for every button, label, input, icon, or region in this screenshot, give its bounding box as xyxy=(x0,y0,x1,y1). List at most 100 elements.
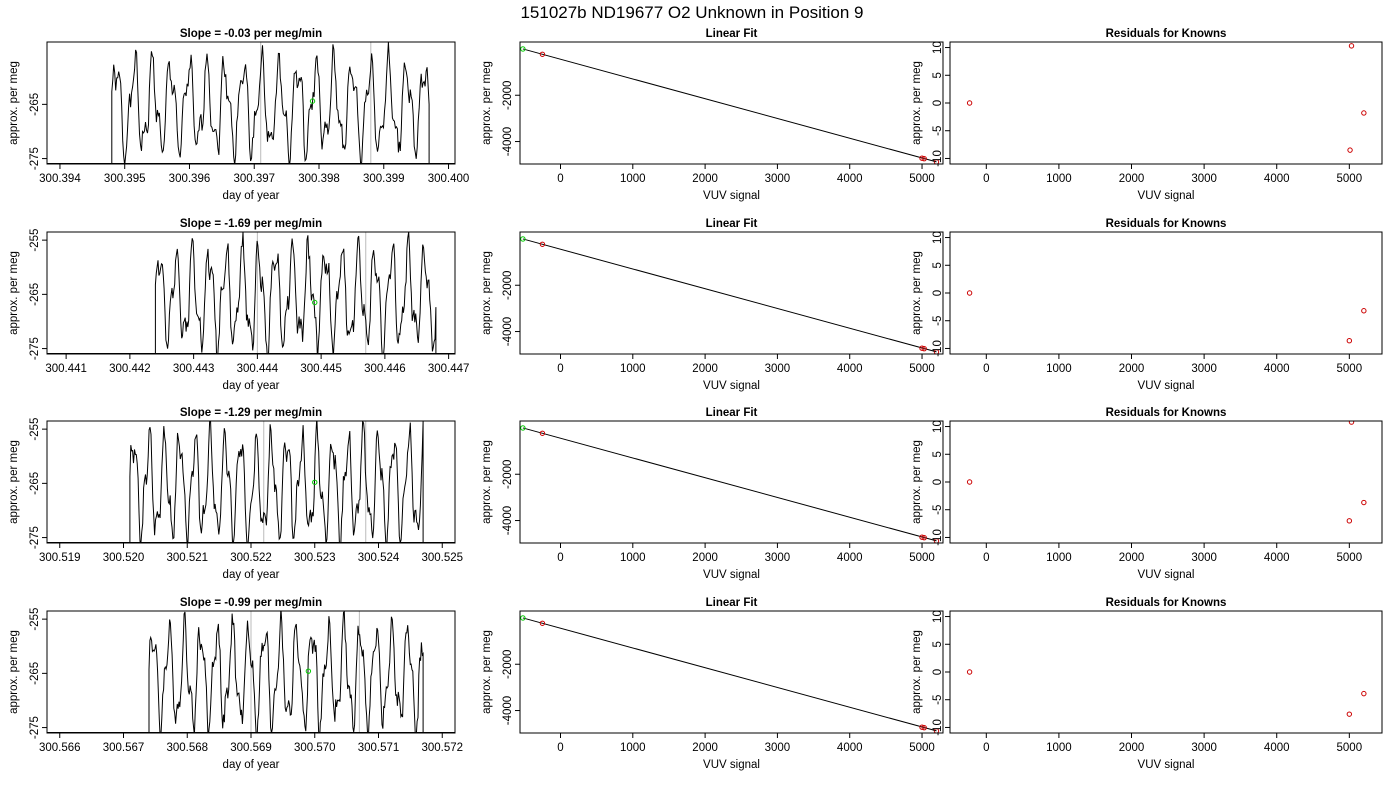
x-tick-label: 5000 xyxy=(909,363,935,375)
unknown-point xyxy=(309,98,316,104)
known-point xyxy=(539,241,546,247)
panel-title: Slope = -0.99 per meg/min xyxy=(180,597,322,609)
x-axis-label: VUV signal xyxy=(703,759,760,771)
known-point xyxy=(966,669,973,675)
panel-title: Linear Fit xyxy=(706,407,758,419)
y-tick-label: -275 xyxy=(29,716,41,739)
known-point xyxy=(966,290,973,296)
y-tick-label: 0 xyxy=(932,669,944,675)
unknown-point xyxy=(305,668,312,674)
known-point xyxy=(1349,605,1353,609)
known-point xyxy=(919,534,925,540)
plot-frame xyxy=(949,231,1383,355)
page-title: 151027b ND19677 O2 Unknown in Position 9 xyxy=(520,3,863,22)
x-tick-label: 300.521 xyxy=(166,552,208,564)
panel-title: Residuals for Knowns xyxy=(1106,28,1227,40)
fit-panel-4: Linear Fit 0 1000 2000 3000 4000 5000 -4000 -200… xyxy=(481,597,944,771)
residuals-panel-2: Residuals for Knowns 0 1000 2000 3000 4000 500… xyxy=(911,218,1383,392)
known-point xyxy=(966,479,973,485)
y-tick-label: -5 xyxy=(932,695,944,705)
known-point xyxy=(919,345,925,351)
known-point xyxy=(921,724,927,731)
x-tick-label: 0 xyxy=(557,363,563,375)
unknown-point xyxy=(520,615,526,621)
y-tick-label: -2000 xyxy=(502,81,514,110)
known-point xyxy=(933,349,940,354)
plot-area xyxy=(520,236,940,354)
x-tick-label: 4000 xyxy=(837,552,863,564)
known-point xyxy=(933,728,940,733)
x-tick-label: 1000 xyxy=(1046,742,1072,754)
fit-line xyxy=(522,617,937,732)
y-axis-label: approx. per meg xyxy=(8,61,20,145)
y-tick-label: -265 xyxy=(29,472,41,495)
y-tick-label: -265 xyxy=(29,283,41,306)
x-tick-label: 5000 xyxy=(1337,363,1363,375)
x-tick-label: 3000 xyxy=(1191,363,1217,375)
x-tick-label: 300.570 xyxy=(294,742,336,754)
known-point xyxy=(1347,147,1353,153)
x-tick-label: 300.447 xyxy=(428,363,470,375)
x-tick-label: 300.566 xyxy=(39,742,81,754)
known-point xyxy=(1348,421,1355,425)
x-tick-label: 300.396 xyxy=(169,173,211,185)
x-tick-label: 2000 xyxy=(1119,552,1145,564)
y-axis-label: approx. per meg xyxy=(8,630,20,714)
x-tick-label: 2000 xyxy=(1119,173,1145,185)
data-series-line xyxy=(111,42,430,164)
y-tick-label: -4000 xyxy=(502,506,514,535)
y-tick-label: 5 xyxy=(932,451,944,457)
y-axis-label: approx. per meg xyxy=(8,251,20,335)
y-tick-label: 5 xyxy=(932,262,944,268)
x-tick-label: 300.567 xyxy=(103,742,145,754)
plot-area xyxy=(520,46,940,164)
panel-title: Linear Fit xyxy=(706,218,758,230)
plot-area xyxy=(520,615,940,733)
x-tick-label: 300.519 xyxy=(39,552,81,564)
x-axis-label: VUV signal xyxy=(1138,380,1195,392)
known-point xyxy=(1346,711,1353,717)
x-tick-label: 300.571 xyxy=(358,742,400,754)
y-axis-label: approx. per meg xyxy=(911,61,923,145)
y-tick-label: 0 xyxy=(932,290,944,296)
x-axis-label: day of year xyxy=(223,190,280,202)
y-tick-label: -275 xyxy=(29,526,41,549)
unknown-point xyxy=(520,425,526,431)
panel-title: Slope = -1.29 per meg/min xyxy=(180,407,322,419)
x-tick-label: 4000 xyxy=(1264,363,1290,375)
y-tick-label: -255 xyxy=(29,608,41,631)
x-tick-label: 0 xyxy=(983,742,989,754)
x-tick-label: 300.523 xyxy=(294,552,336,564)
y-tick-label: 10 xyxy=(932,231,944,244)
y-tick-label: -4000 xyxy=(502,696,514,725)
known-point xyxy=(921,345,927,352)
x-tick-label: 2000 xyxy=(692,742,718,754)
x-tick-label: 3000 xyxy=(1191,552,1217,564)
x-tick-label: 1000 xyxy=(1046,173,1072,185)
known-point xyxy=(919,155,925,161)
x-tick-label: 1000 xyxy=(620,363,646,375)
plot-area xyxy=(520,425,940,543)
x-tick-label: 4000 xyxy=(1264,552,1290,564)
x-tick-label: 300.569 xyxy=(230,742,272,754)
x-tick-label: 1000 xyxy=(1046,363,1072,375)
slope-panel-4: Slope = -0.99 per meg/min 300.566 300.567 3… xyxy=(8,597,463,771)
y-axis-label: approx. per meg xyxy=(481,251,493,335)
known-point xyxy=(921,155,927,162)
plot-frame xyxy=(46,420,456,544)
y-tick-label: -5 xyxy=(932,126,944,136)
x-tick-label: 0 xyxy=(983,173,989,185)
fit-line xyxy=(522,48,937,163)
known-point xyxy=(1361,110,1367,116)
y-axis-label: approx. per meg xyxy=(911,251,923,335)
y-tick-label: 10 xyxy=(932,420,944,433)
known-point xyxy=(539,620,546,626)
x-tick-label: 300.446 xyxy=(364,363,406,375)
known-point xyxy=(1349,227,1353,231)
x-axis-label: VUV signal xyxy=(1138,190,1195,202)
panel-title: Residuals for Knowns xyxy=(1106,218,1227,230)
unknown-point xyxy=(312,479,318,485)
plot-area xyxy=(966,605,1367,717)
known-point xyxy=(921,534,927,541)
